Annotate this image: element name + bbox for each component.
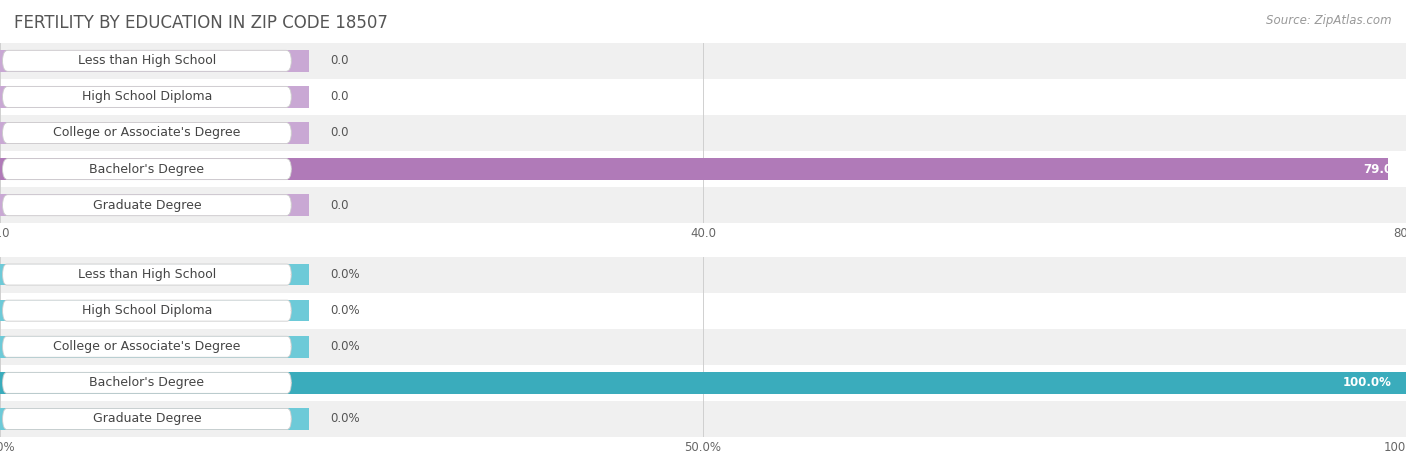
Bar bbox=[0, 365, 1406, 401]
Bar bbox=[0, 194, 309, 216]
Text: College or Associate's Degree: College or Associate's Degree bbox=[53, 340, 240, 353]
FancyBboxPatch shape bbox=[3, 264, 291, 285]
Text: 0.0%: 0.0% bbox=[330, 268, 360, 281]
FancyBboxPatch shape bbox=[3, 50, 291, 71]
FancyBboxPatch shape bbox=[3, 159, 291, 180]
Bar bbox=[0, 256, 1406, 293]
FancyBboxPatch shape bbox=[3, 123, 291, 143]
Bar bbox=[0, 329, 1406, 365]
Bar bbox=[0, 372, 309, 394]
FancyBboxPatch shape bbox=[3, 336, 291, 357]
FancyBboxPatch shape bbox=[3, 408, 291, 429]
Bar bbox=[0, 79, 1406, 115]
Text: Bachelor's Degree: Bachelor's Degree bbox=[90, 376, 204, 390]
Text: Source: ZipAtlas.com: Source: ZipAtlas.com bbox=[1267, 14, 1392, 27]
Text: Graduate Degree: Graduate Degree bbox=[93, 199, 201, 212]
Text: 0.0%: 0.0% bbox=[330, 304, 360, 317]
Text: FERTILITY BY EDUCATION IN ZIP CODE 18507: FERTILITY BY EDUCATION IN ZIP CODE 18507 bbox=[14, 14, 388, 32]
Text: 79.0: 79.0 bbox=[1362, 162, 1392, 176]
Bar bbox=[0, 158, 1389, 180]
Text: 0.0%: 0.0% bbox=[330, 340, 360, 353]
Bar bbox=[0, 336, 309, 358]
Text: Graduate Degree: Graduate Degree bbox=[93, 412, 201, 426]
Text: Bachelor's Degree: Bachelor's Degree bbox=[90, 162, 204, 176]
Text: High School Diploma: High School Diploma bbox=[82, 304, 212, 317]
Text: 100.0%: 100.0% bbox=[1343, 376, 1392, 390]
FancyBboxPatch shape bbox=[3, 300, 291, 321]
Bar bbox=[0, 187, 1406, 223]
Bar bbox=[0, 158, 309, 180]
Text: 0.0: 0.0 bbox=[330, 126, 349, 140]
Text: Less than High School: Less than High School bbox=[77, 268, 217, 281]
Text: 0.0: 0.0 bbox=[330, 90, 349, 104]
Text: 0.0%: 0.0% bbox=[330, 412, 360, 426]
Bar bbox=[0, 401, 1406, 437]
FancyBboxPatch shape bbox=[3, 86, 291, 107]
Text: Less than High School: Less than High School bbox=[77, 54, 217, 67]
Bar bbox=[0, 50, 309, 72]
Bar bbox=[0, 122, 309, 144]
Bar bbox=[0, 293, 1406, 329]
FancyBboxPatch shape bbox=[3, 372, 291, 393]
Bar bbox=[0, 300, 309, 322]
Text: 0.0: 0.0 bbox=[330, 199, 349, 212]
Text: 0.0: 0.0 bbox=[330, 54, 349, 67]
Bar bbox=[0, 151, 1406, 187]
Text: College or Associate's Degree: College or Associate's Degree bbox=[53, 126, 240, 140]
Bar bbox=[0, 115, 1406, 151]
Bar bbox=[0, 372, 1406, 394]
Bar bbox=[0, 264, 309, 285]
Bar bbox=[0, 43, 1406, 79]
FancyBboxPatch shape bbox=[3, 195, 291, 216]
Bar bbox=[0, 86, 309, 108]
Bar bbox=[0, 408, 309, 430]
Text: High School Diploma: High School Diploma bbox=[82, 90, 212, 104]
